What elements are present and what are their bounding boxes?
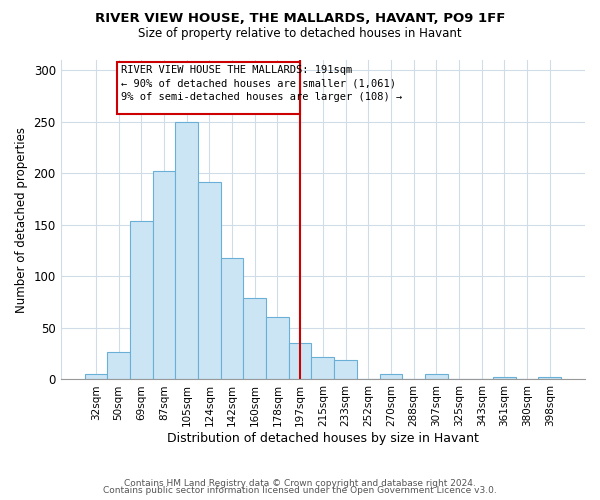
- Bar: [289, 344, 311, 380]
- Bar: [152, 172, 175, 380]
- Bar: [221, 258, 244, 380]
- Text: Size of property relative to detached houses in Havant: Size of property relative to detached ho…: [138, 28, 462, 40]
- FancyBboxPatch shape: [118, 62, 300, 114]
- Bar: [334, 360, 357, 380]
- Text: RIVER VIEW HOUSE, THE MALLARDS, HAVANT, PO9 1FF: RIVER VIEW HOUSE, THE MALLARDS, HAVANT, …: [95, 12, 505, 26]
- Text: Contains HM Land Registry data © Crown copyright and database right 2024.: Contains HM Land Registry data © Crown c…: [124, 478, 476, 488]
- Bar: [311, 357, 334, 380]
- Bar: [425, 374, 448, 380]
- Bar: [493, 378, 516, 380]
- Bar: [175, 122, 198, 380]
- Bar: [130, 221, 152, 380]
- Text: RIVER VIEW HOUSE THE MALLARDS: 191sqm: RIVER VIEW HOUSE THE MALLARDS: 191sqm: [121, 65, 352, 75]
- Bar: [85, 374, 107, 380]
- Bar: [380, 374, 402, 380]
- Bar: [538, 378, 561, 380]
- Text: ← 90% of detached houses are smaller (1,061): ← 90% of detached houses are smaller (1,…: [121, 78, 396, 88]
- Text: 9% of semi-detached houses are larger (108) →: 9% of semi-detached houses are larger (1…: [121, 92, 402, 102]
- Bar: [266, 316, 289, 380]
- Bar: [198, 182, 221, 380]
- Bar: [244, 298, 266, 380]
- X-axis label: Distribution of detached houses by size in Havant: Distribution of detached houses by size …: [167, 432, 479, 445]
- Y-axis label: Number of detached properties: Number of detached properties: [15, 126, 28, 312]
- Text: Contains public sector information licensed under the Open Government Licence v3: Contains public sector information licen…: [103, 486, 497, 495]
- Bar: [107, 352, 130, 380]
